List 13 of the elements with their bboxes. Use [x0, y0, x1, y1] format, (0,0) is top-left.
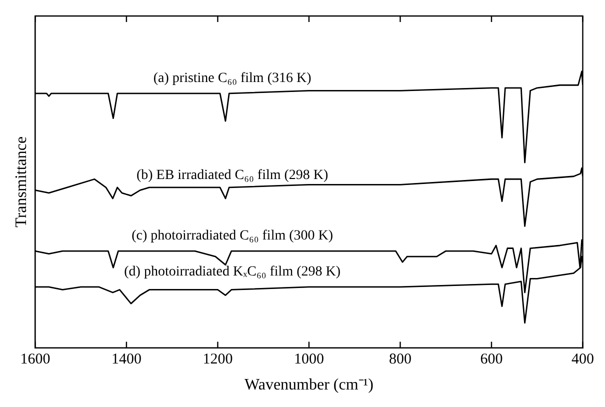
- series-label: (a) pristine C₆₀ film (316 K): [153, 71, 312, 86]
- x-tick-label: 1200: [202, 352, 233, 368]
- x-axis-title: Wavenumber (cm⁻¹): [244, 376, 374, 394]
- x-tick-label: 400: [572, 352, 594, 368]
- x-tick-label: 1000: [294, 352, 324, 368]
- y-axis-title: Transmittance: [12, 136, 30, 228]
- x-tick-label: 800: [388, 352, 412, 368]
- series-label: (b) EB irradiated C₆₀ film (298 K): [136, 168, 329, 183]
- x-tick-label: 1600: [20, 352, 50, 368]
- x-tick-label: 1400: [111, 352, 142, 368]
- series-label: (d) photoirradiated KₓC₆₀ film (298 K): [124, 264, 341, 280]
- x-tick-label: 600: [480, 352, 503, 368]
- series-label: (c) photoirradiated C₆₀ film (300 K): [132, 228, 334, 244]
